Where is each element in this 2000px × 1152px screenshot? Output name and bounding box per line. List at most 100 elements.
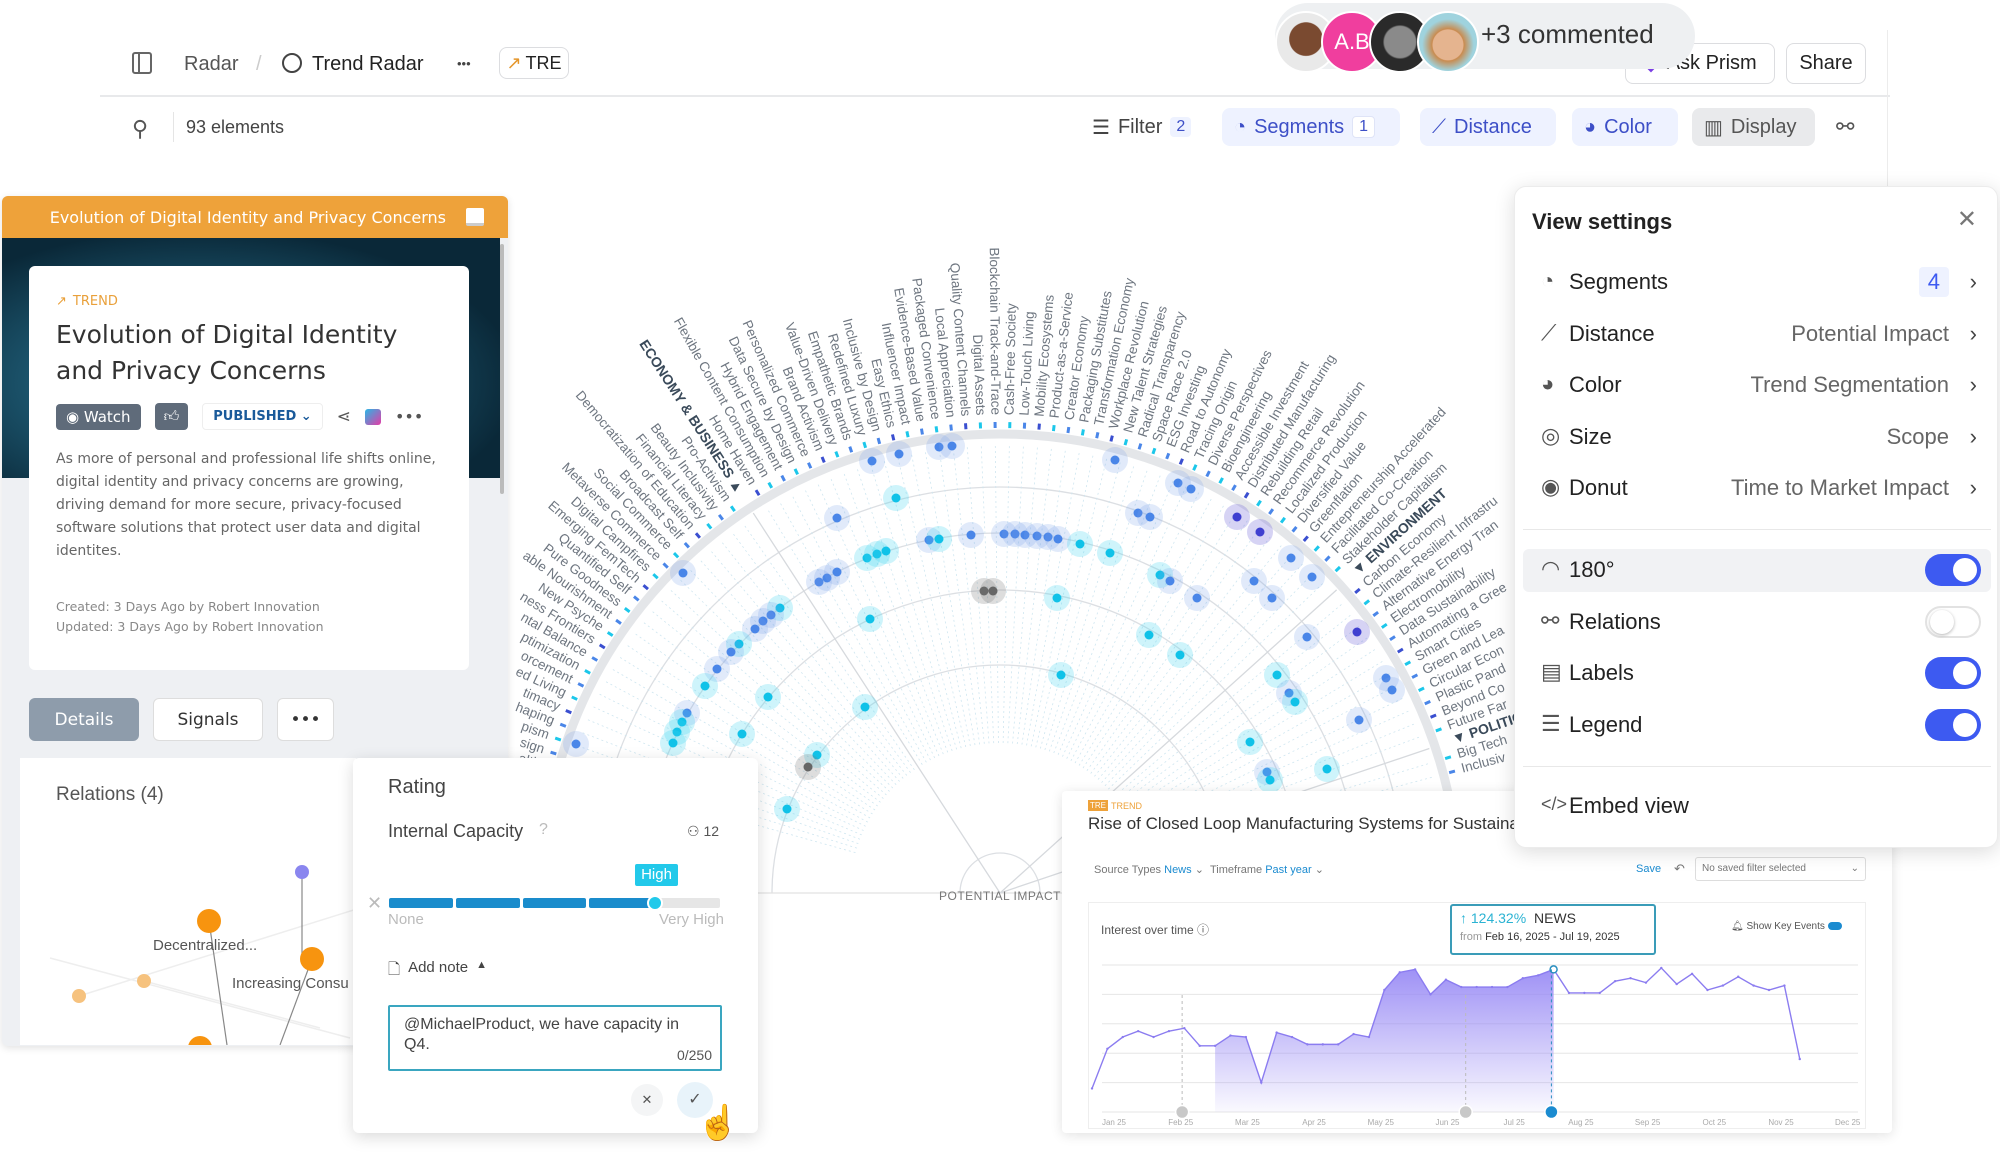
radar-trend-label[interactable]: Blockchain Track-and-Trace [987,247,1004,415]
more-icon[interactable]: ••• [394,407,424,426]
radar-trend-dot[interactable] [886,441,912,467]
help-icon[interactable]: ? [539,821,548,838]
radar-trend-dot[interactable] [1299,564,1325,590]
radar-trend-dot[interactable] [1264,662,1290,688]
radar-trend-dot[interactable] [1137,504,1163,530]
slider-segment[interactable] [389,898,453,908]
embed-view-button[interactable]: </> Embed view [1515,784,1999,828]
info-icon[interactable]: ⓘ [1197,923,1210,937]
radar-trend-label[interactable]: Cash-Free Society [1002,303,1019,415]
key-event-bell-icon[interactable] [1544,1104,1559,1120]
radar-trend-dot[interactable] [1044,585,1070,611]
radar-trend-dot[interactable] [660,730,686,756]
radar-trend-dot[interactable] [670,560,696,586]
radar-trend-dot[interactable] [704,656,730,682]
radar-trend-dot[interactable] [1379,677,1405,703]
radar-trend-dot[interactable] [742,616,768,642]
toggle-switch[interactable] [1925,708,1981,741]
trend-chip[interactable]: ↗ TRE [499,47,569,79]
radar-trend-dot[interactable] [795,754,821,780]
tab-more[interactable]: ••• [277,698,334,741]
share-icon[interactable]: ⋖ [336,406,351,427]
radar-trend-dot[interactable] [971,578,997,604]
close-icon[interactable]: ✕ [1956,206,1977,233]
share-button[interactable]: Share [1786,43,1866,84]
integration-icon[interactable] [364,408,381,425]
radar-trend-dot[interactable] [1136,622,1162,648]
tab-signals[interactable]: Signals [153,698,263,741]
segments-button[interactable]: ◔ Segments 1 [1222,108,1400,146]
scrollbar[interactable] [500,244,504,494]
color-button[interactable]: ◕ Color [1572,108,1678,146]
commenters-pill[interactable]: A.B +3 commented [1275,3,1695,73]
rating-slider[interactable] [388,895,722,911]
radar-trend-dot[interactable] [1012,522,1038,548]
relation-node[interactable] [188,1036,212,1045]
radar-trend-dot[interactable] [852,694,878,720]
key-event-bell-icon[interactable] [1174,1104,1190,1120]
radar-trend-dot[interactable] [958,522,984,548]
radar-trend-dot[interactable] [1247,519,1273,545]
radar-trend-dot[interactable] [1373,665,1399,691]
status-dropdown[interactable]: PUBLISHED ⌄ [202,403,323,430]
radar-trend-dot[interactable] [1178,476,1204,502]
radar-trend-dot[interactable] [980,578,1006,604]
radar-trend-dot[interactable] [1224,504,1250,530]
relation-node[interactable] [300,947,324,971]
radar-trend-dot[interactable] [1184,585,1210,611]
radar-trend-dot[interactable] [1346,707,1372,733]
relation-node[interactable] [295,865,309,879]
radar-trend-dot[interactable] [1165,470,1191,496]
search-icon[interactable]: ⚲ [132,116,149,141]
radar-trend-dot[interactable] [1241,568,1267,594]
radar-trend-dot[interactable] [1294,624,1320,650]
radar-trend-dot[interactable] [883,485,909,511]
watch-button[interactable]: ◉ Watch [56,403,141,430]
setting-distance[interactable]: ⟋ Distance Potential Impact › [1515,312,1999,356]
timeframe-filter[interactable]: Timeframe Past year ⌄ [1210,864,1324,876]
radar-trend-dot[interactable] [1167,642,1193,668]
slider-segment[interactable] [589,898,654,908]
relations-graph[interactable]: Decentralized... Increasing Consu [20,758,356,1045]
key-events-toggle[interactable]: 🔔︎ Show Key Events [1731,921,1842,932]
radar-trend-dot[interactable] [774,796,800,822]
source-type-filter[interactable]: Source Types News ⌄ [1094,864,1204,876]
more-options-button[interactable]: ••• [457,56,471,71]
radar-trend-dot[interactable] [755,684,781,710]
radar-trend-dot[interactable] [1278,545,1304,571]
minimize-icon[interactable] [466,208,484,226]
radar-trend-dot[interactable] [1102,447,1128,473]
add-note-toggle[interactable]: 🗋︎ Add note ▲ [388,959,487,984]
radar-trend-dot[interactable] [939,433,965,459]
radar-trend-dot[interactable] [1002,521,1028,547]
relation-node[interactable] [137,974,151,988]
radar-trend-dot[interactable] [859,448,885,474]
radar-trend-dot[interactable] [926,526,952,552]
radar-trend-dot[interactable] [991,521,1017,547]
sidebar-toggle-icon[interactable] [132,52,152,74]
setting-color[interactable]: ◕ Color Trend Segmentation › [1515,363,1999,407]
radar-trend-dot[interactable] [1157,568,1183,594]
radar-trend-dot[interactable] [873,538,899,564]
setting-size[interactable]: ◎ Size Scope › [1515,415,1999,459]
interest-line-chart[interactable]: Jan 25 Feb 25 Mar 25 Apr 25 May 25 Jun 25 Jul … [1062,791,1892,1133]
relation-node[interactable] [72,989,86,1003]
radar-trend-dot[interactable] [1259,585,1285,611]
setting-segments[interactable]: ◔ Segments 4 › [1515,260,1999,304]
radar-trend-dot[interactable] [1048,662,1074,688]
slider-segment[interactable] [455,898,520,908]
tab-details[interactable]: Details [29,698,139,741]
toggle-switch[interactable] [1925,657,1981,689]
confirm-note-button[interactable]: ✓ [677,1082,713,1118]
relation-node[interactable] [197,909,221,933]
clear-rating-icon[interactable]: ✕ [367,893,383,913]
radar-trend-dot[interactable] [1257,767,1283,793]
radar-trend-dot[interactable] [729,721,755,747]
breadcrumb-radar[interactable]: Radar [184,53,239,75]
filter-button[interactable]: ☰ Filter 2 [1080,108,1203,146]
like-icon[interactable]: 👍︎ [154,403,189,430]
slider-segment[interactable] [656,898,720,908]
radar-trend-label[interactable]: Low-Touch Living [1017,311,1037,416]
radar-trend-dot[interactable] [916,527,942,553]
